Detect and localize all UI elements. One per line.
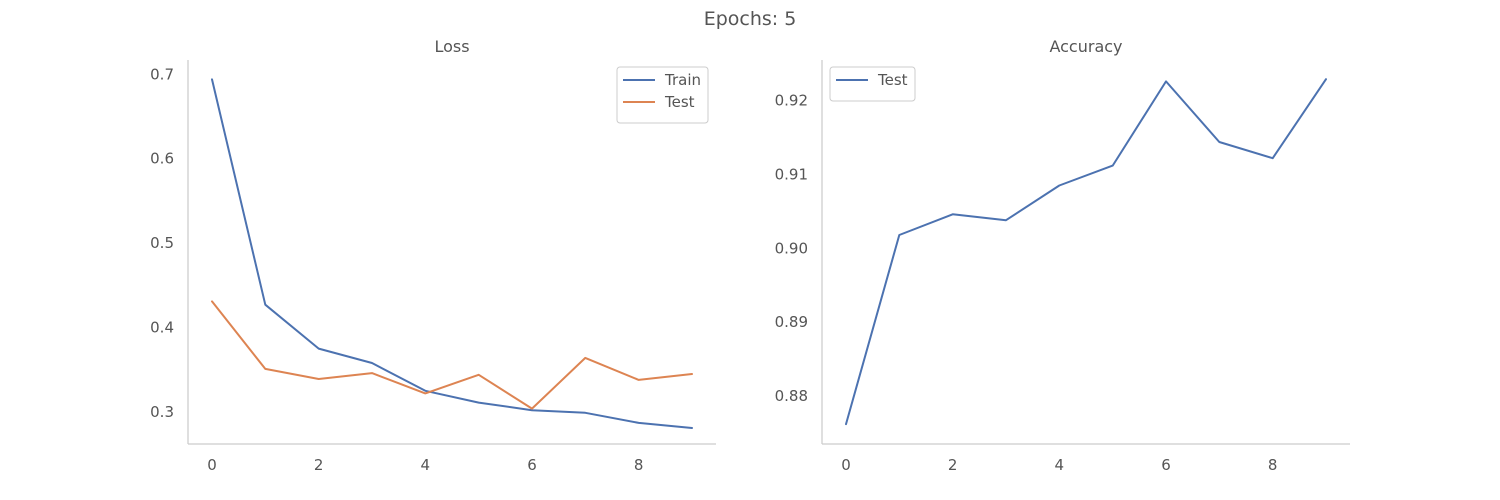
accuracy-x-tick-label: 0 xyxy=(841,456,851,474)
accuracy-chart-legend: Test xyxy=(829,66,916,102)
accuracy-chart-axes xyxy=(821,60,1350,445)
accuracy-x-tick-label: 8 xyxy=(1268,456,1278,474)
accuracy-chart-ticks: 0 2 4 6 8 0.88 0.89 0.90 0.91 0.92 xyxy=(775,92,1278,474)
loss-x-tick-label: 8 xyxy=(634,456,644,474)
loss-legend-test-label: Test xyxy=(664,93,695,111)
loss-chart-title: Loss xyxy=(434,37,469,56)
loss-x-tick-label: 6 xyxy=(527,456,537,474)
loss-y-tick-label: 0.5 xyxy=(150,234,174,252)
figure-suptitle: Epochs: 5 xyxy=(704,8,797,30)
loss-x-tick-label: 2 xyxy=(314,456,324,474)
accuracy-legend-test-label: Test xyxy=(877,71,908,89)
loss-x-tick-label: 0 xyxy=(207,456,217,474)
accuracy-x-tick-label: 2 xyxy=(948,456,958,474)
accuracy-legend-frame xyxy=(829,66,916,102)
accuracy-chart: Accuracy 0 2 4 6 8 0.88 0.89 0.90 0.91 0.92 Test xyxy=(775,37,1350,474)
loss-train-line xyxy=(211,78,693,429)
loss-legend-train-label: Train xyxy=(664,71,701,89)
accuracy-chart-series xyxy=(845,78,1327,426)
loss-chart-series xyxy=(211,78,693,429)
accuracy-y-tick-label: 0.91 xyxy=(775,165,808,183)
loss-x-tick-label: 4 xyxy=(421,456,431,474)
accuracy-y-tick-label: 0.92 xyxy=(775,92,808,110)
accuracy-y-tick-label: 0.89 xyxy=(775,313,808,331)
accuracy-y-tick-label: 0.88 xyxy=(775,387,808,405)
loss-chart-legend: Train Test xyxy=(616,66,709,124)
accuracy-x-tick-label: 6 xyxy=(1161,456,1171,474)
loss-y-tick-label: 0.6 xyxy=(150,150,174,168)
loss-chart-axes xyxy=(187,60,716,445)
loss-y-tick-label: 0.3 xyxy=(150,403,174,421)
loss-y-tick-label: 0.7 xyxy=(150,65,174,83)
loss-chart-ticks: 0 2 4 6 8 0.3 0.4 0.5 0.6 0.7 xyxy=(150,65,643,474)
loss-chart: Loss 0 2 4 6 8 0.3 0.4 0.5 0.6 0.7 Train Test xyxy=(150,37,716,474)
accuracy-test-line xyxy=(845,78,1327,426)
accuracy-x-tick-label: 4 xyxy=(1055,456,1065,474)
loss-y-tick-label: 0.4 xyxy=(150,319,174,337)
accuracy-chart-title: Accuracy xyxy=(1049,37,1122,56)
accuracy-y-tick-label: 0.90 xyxy=(775,239,808,257)
loss-test-line xyxy=(211,300,693,410)
